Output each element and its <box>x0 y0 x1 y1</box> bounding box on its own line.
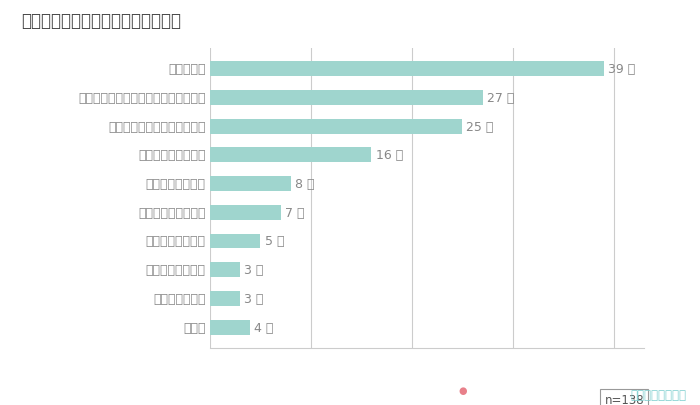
Bar <box>210 119 462 134</box>
Text: サポートが充実: サポートが充実 <box>153 292 206 305</box>
Text: レッスンが楽しい: レッスンが楽しい <box>146 235 206 248</box>
Bar <box>210 262 240 277</box>
Text: 効果が実感できた: 効果が実感できた <box>146 264 206 277</box>
Text: 料金・コスパに満足している: 料金・コスパに満足している <box>108 120 206 133</box>
Bar <box>210 91 482 106</box>
Text: 予約が取りやすい: 予約が取りやすい <box>146 178 206 191</box>
Text: その他: その他 <box>183 321 206 334</box>
Bar <box>210 62 603 77</box>
Text: 講師が良い: 講師が良い <box>168 63 206 76</box>
Text: 39 人: 39 人 <box>608 63 635 76</box>
Text: ＜オンライン英会話の良かった点＞: ＜オンライン英会話の良かった点＞ <box>21 12 181 30</box>
Bar <box>210 205 281 220</box>
Text: レッスン内容に満足: レッスン内容に満足 <box>138 149 206 162</box>
Text: n=138: n=138 <box>604 393 644 405</box>
Bar <box>210 148 372 163</box>
Text: 4 人: 4 人 <box>254 321 274 334</box>
Bar <box>210 320 251 335</box>
Text: ライフスタイルに合った受講ができる: ライフスタイルに合った受講ができる <box>78 92 206 105</box>
Bar <box>210 291 240 306</box>
Text: オンライン英会話: オンライン英会話 <box>630 388 686 401</box>
Text: 25 人: 25 人 <box>466 120 494 133</box>
Text: ●: ● <box>458 385 467 395</box>
Text: 8 人: 8 人 <box>295 178 314 191</box>
Bar <box>210 177 290 192</box>
Text: 3 人: 3 人 <box>244 264 264 277</box>
Text: 教材が充実している: 教材が充実している <box>138 206 206 219</box>
Text: 7 人: 7 人 <box>285 206 304 219</box>
Text: 27 人: 27 人 <box>486 92 514 105</box>
Text: 5 人: 5 人 <box>265 235 284 248</box>
Text: 16 人: 16 人 <box>375 149 402 162</box>
Text: 3 人: 3 人 <box>244 292 264 305</box>
Bar <box>210 234 260 249</box>
